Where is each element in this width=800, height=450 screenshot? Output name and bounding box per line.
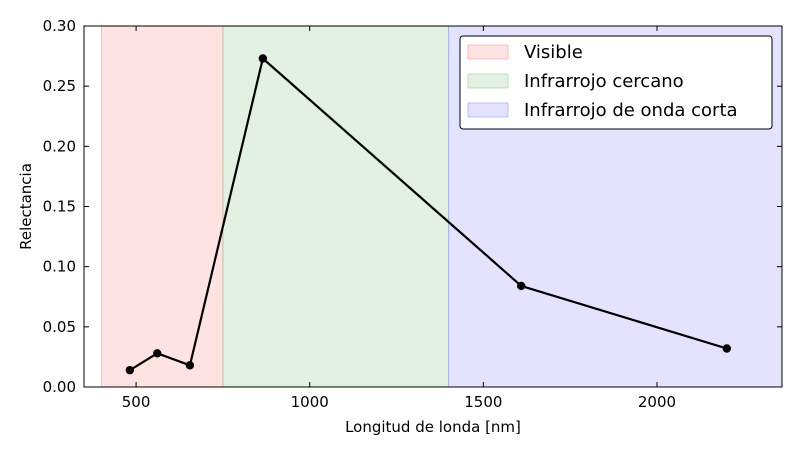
- y-tick-label: 0.05: [43, 318, 76, 336]
- x-tick-label: 500: [122, 393, 151, 411]
- x-axis-label: Longitud de londa [nm]: [345, 418, 521, 436]
- y-tick-label: 0.10: [43, 258, 76, 276]
- y-tick-label: 0.20: [43, 137, 76, 155]
- data-point: [517, 281, 526, 291]
- legend-box: [459, 35, 773, 130]
- x-tick-label: 1500: [464, 393, 502, 411]
- y-tick-label: 0.15: [43, 198, 76, 216]
- legend: Visible Infrarrojo cercano Infrarrojo de o…: [459, 35, 773, 130]
- x-axis: 500 1000 1500 2000: [122, 26, 676, 411]
- data-point: [153, 349, 162, 358]
- data-point: [258, 54, 268, 63]
- data-point: [722, 344, 731, 353]
- y-tick-label: 0.25: [43, 77, 76, 95]
- legend-swatch: [467, 73, 509, 89]
- series-line-0: [129, 57, 728, 372]
- data-point: [185, 361, 195, 370]
- y-axis-label: Relectancia: [17, 163, 35, 250]
- data-point: [125, 365, 135, 375]
- legend-label: Visible: [524, 42, 583, 63]
- y-tick-label: 0.00: [43, 378, 76, 396]
- legend-swatch: [467, 102, 509, 118]
- x-tick-label: 2000: [638, 393, 676, 411]
- legend-label: Infrarrojo cercano: [524, 71, 684, 92]
- band-0: [100, 25, 224, 388]
- legend-swatch: [467, 44, 509, 60]
- x-tick-label: 1000: [291, 393, 329, 411]
- legend-label: Infrarrojo de onda corta: [524, 100, 738, 121]
- y-tick-label: 0.30: [43, 17, 76, 35]
- y-axis: 0.00 0.05 0.10 0.15 0.20 0.25 0.30: [43, 17, 782, 396]
- series-layer: [125, 54, 731, 375]
- band-1: [222, 25, 450, 388]
